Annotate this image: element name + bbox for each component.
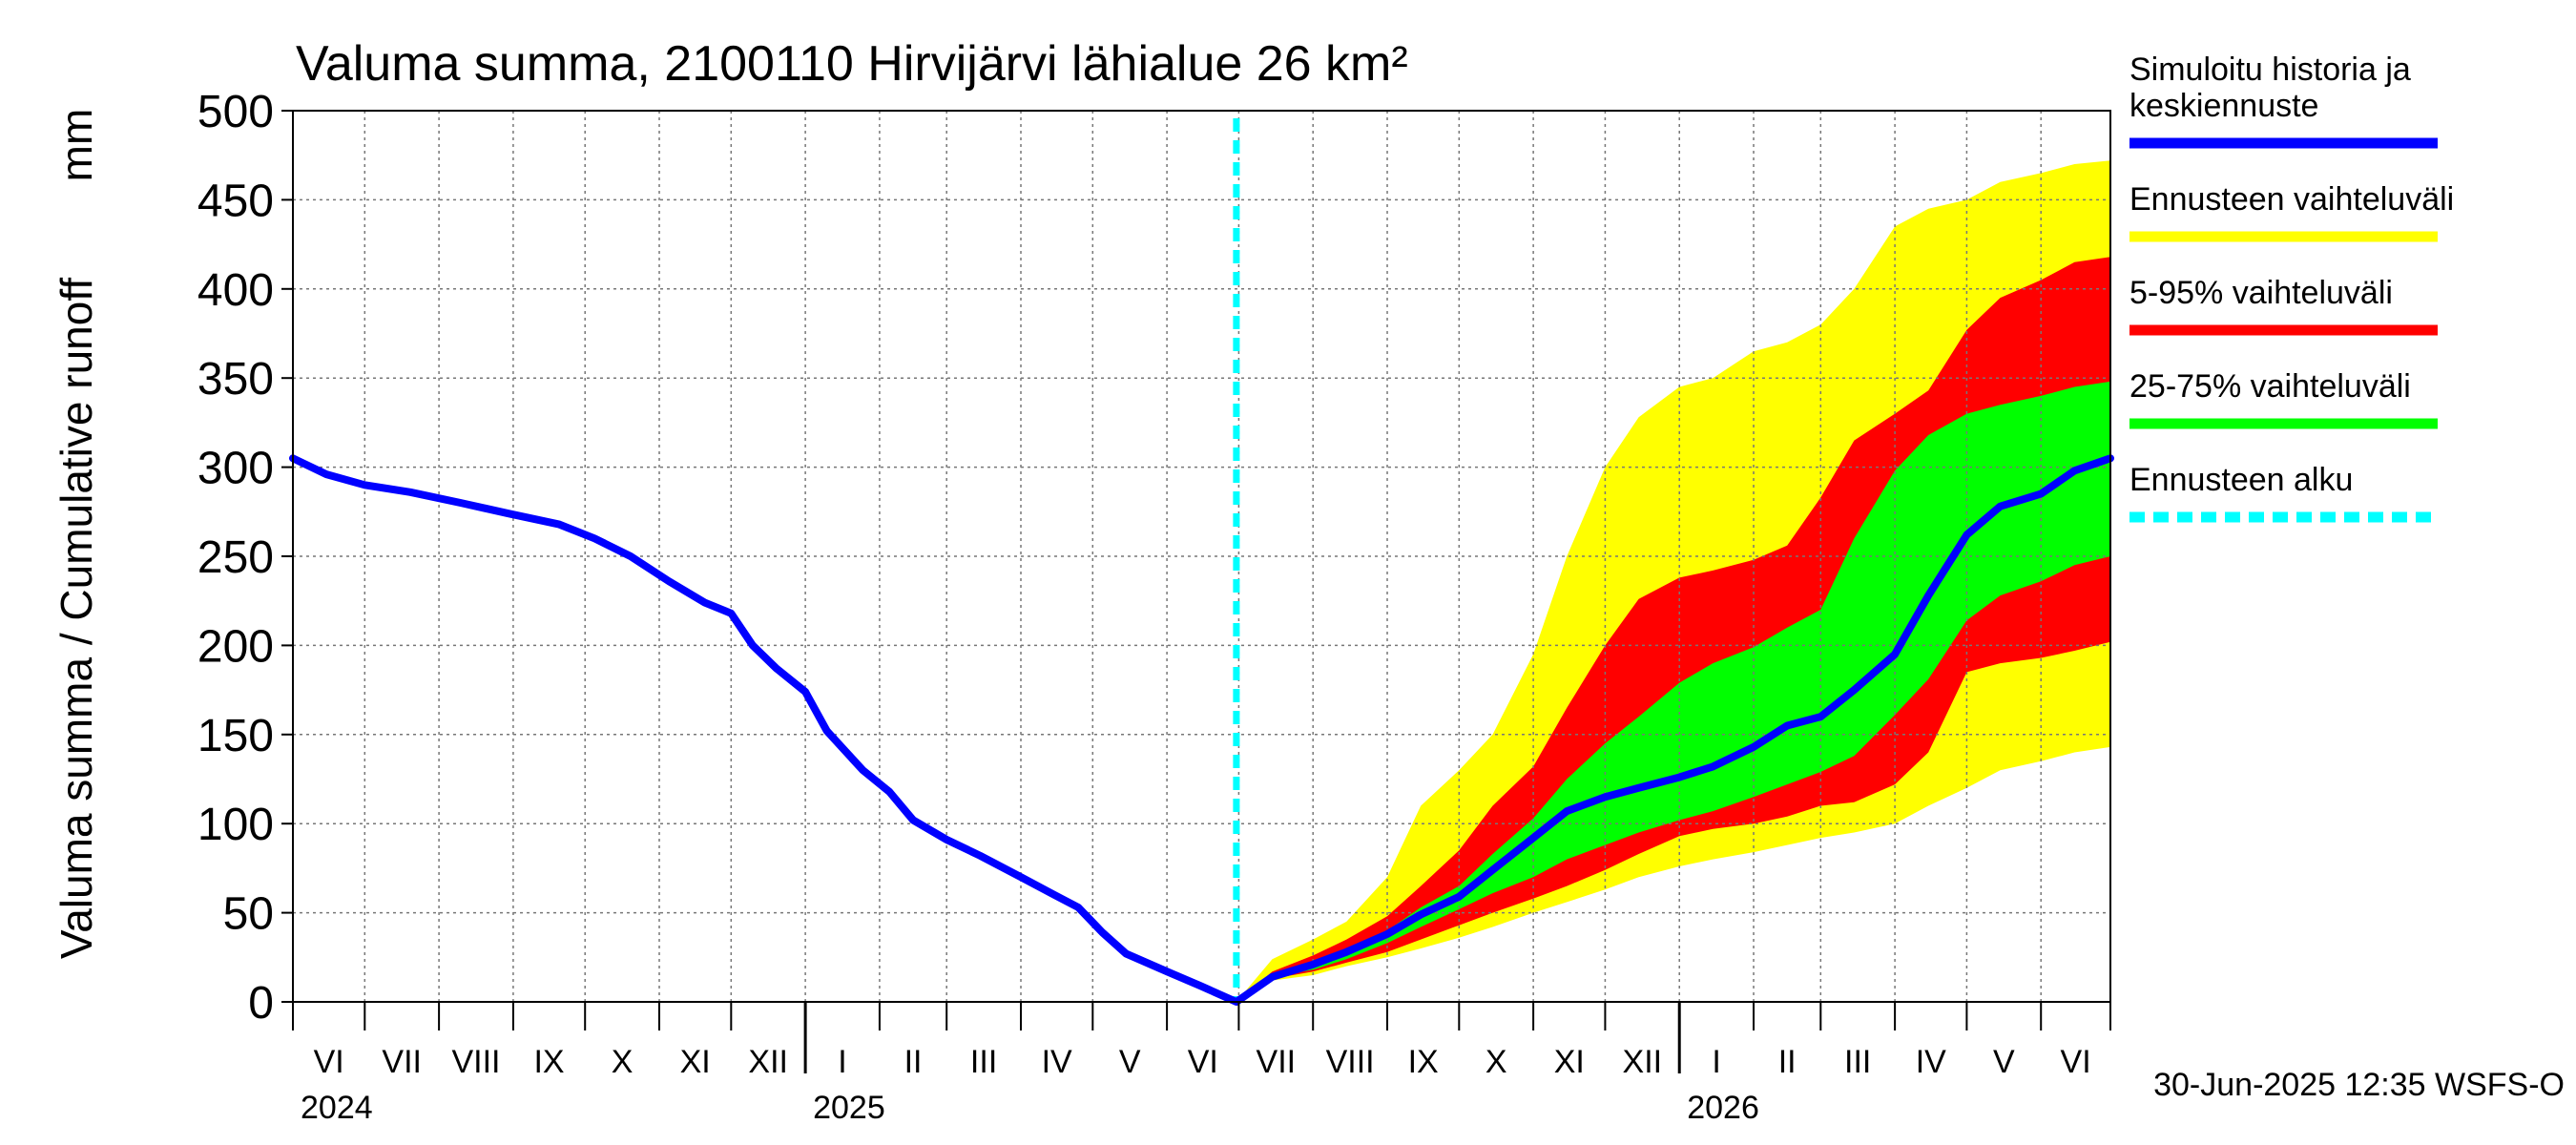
timestamp-label: 30-Jun-2025 12:35 WSFS-O bbox=[2153, 1067, 2565, 1103]
x-tick-label: I bbox=[1712, 1044, 1720, 1080]
x-tick-label: II bbox=[1778, 1044, 1797, 1080]
legend-label: 25-75% vaihteluväli bbox=[2129, 368, 2411, 405]
y-tick-label: 400 bbox=[197, 265, 274, 316]
x-tick-label: VI bbox=[2061, 1044, 2091, 1080]
y-tick-label: 500 bbox=[197, 87, 274, 137]
year-label: 2024 bbox=[301, 1090, 373, 1126]
x-tick-label: IV bbox=[1042, 1044, 1072, 1080]
x-tick-label: IX bbox=[1408, 1044, 1439, 1080]
legend-label: keskiennuste bbox=[2129, 88, 2318, 124]
x-tick-label: IV bbox=[1916, 1044, 1946, 1080]
y-tick-label: 350 bbox=[197, 354, 274, 405]
y-tick-label: 450 bbox=[197, 176, 274, 226]
legend-label: Ennusteen alku bbox=[2129, 462, 2353, 498]
year-label: 2026 bbox=[1687, 1090, 1759, 1126]
x-tick-label: X bbox=[612, 1044, 634, 1080]
x-tick-label: VI bbox=[314, 1044, 344, 1080]
chart-title: Valuma summa, 2100110 Hirvijärvi lähialu… bbox=[296, 36, 1408, 92]
y-tick-label: 250 bbox=[197, 532, 274, 583]
x-tick-label: XI bbox=[680, 1044, 711, 1080]
x-tick-label: II bbox=[904, 1044, 923, 1080]
x-tick-label: VIII bbox=[1326, 1044, 1375, 1080]
y-tick-label: 0 bbox=[248, 978, 274, 1029]
legend-label: Ennusteen vaihteluväli bbox=[2129, 181, 2454, 218]
forecast-bands bbox=[1236, 160, 2110, 1003]
y-tick-label: 150 bbox=[197, 711, 274, 761]
y-axis-label: Valuma summa / Cumulative runoff bbox=[52, 278, 101, 959]
x-tick-label: VII bbox=[382, 1044, 422, 1080]
y-tick-label: 300 bbox=[197, 444, 274, 494]
x-tick-label: X bbox=[1485, 1044, 1507, 1080]
y-tick-label: 200 bbox=[197, 621, 274, 672]
x-tick-label: IX bbox=[533, 1044, 564, 1080]
series-lines bbox=[289, 118, 2114, 1006]
legend-label: 5-95% vaihteluväli bbox=[2129, 275, 2393, 311]
x-tick-label: I bbox=[838, 1044, 846, 1080]
x-tick-label: V bbox=[1119, 1044, 1141, 1080]
x-tick-label: VII bbox=[1257, 1044, 1297, 1080]
y-tick-label: 50 bbox=[223, 889, 274, 940]
x-tick-label: V bbox=[1993, 1044, 2015, 1080]
legend-label: Simuloitu historia ja bbox=[2129, 52, 2411, 88]
grid-lines bbox=[293, 110, 2110, 1002]
x-tick-label: III bbox=[970, 1044, 997, 1080]
x-tick-label: VI bbox=[1188, 1044, 1218, 1080]
x-tick-label: III bbox=[1844, 1044, 1871, 1080]
band-5-95 bbox=[1236, 257, 2110, 1002]
y-axis-unit: mm bbox=[52, 109, 101, 182]
x-tick-label: XII bbox=[748, 1044, 788, 1080]
y-tick-label: 100 bbox=[197, 800, 274, 850]
year-label: 2025 bbox=[813, 1090, 885, 1126]
band-25-75 bbox=[1236, 381, 2110, 1002]
x-tick-label: XI bbox=[1554, 1044, 1585, 1080]
x-tick-label: VIII bbox=[451, 1044, 500, 1080]
x-tick-label: XII bbox=[1623, 1044, 1663, 1080]
median-line bbox=[289, 454, 2114, 1006]
